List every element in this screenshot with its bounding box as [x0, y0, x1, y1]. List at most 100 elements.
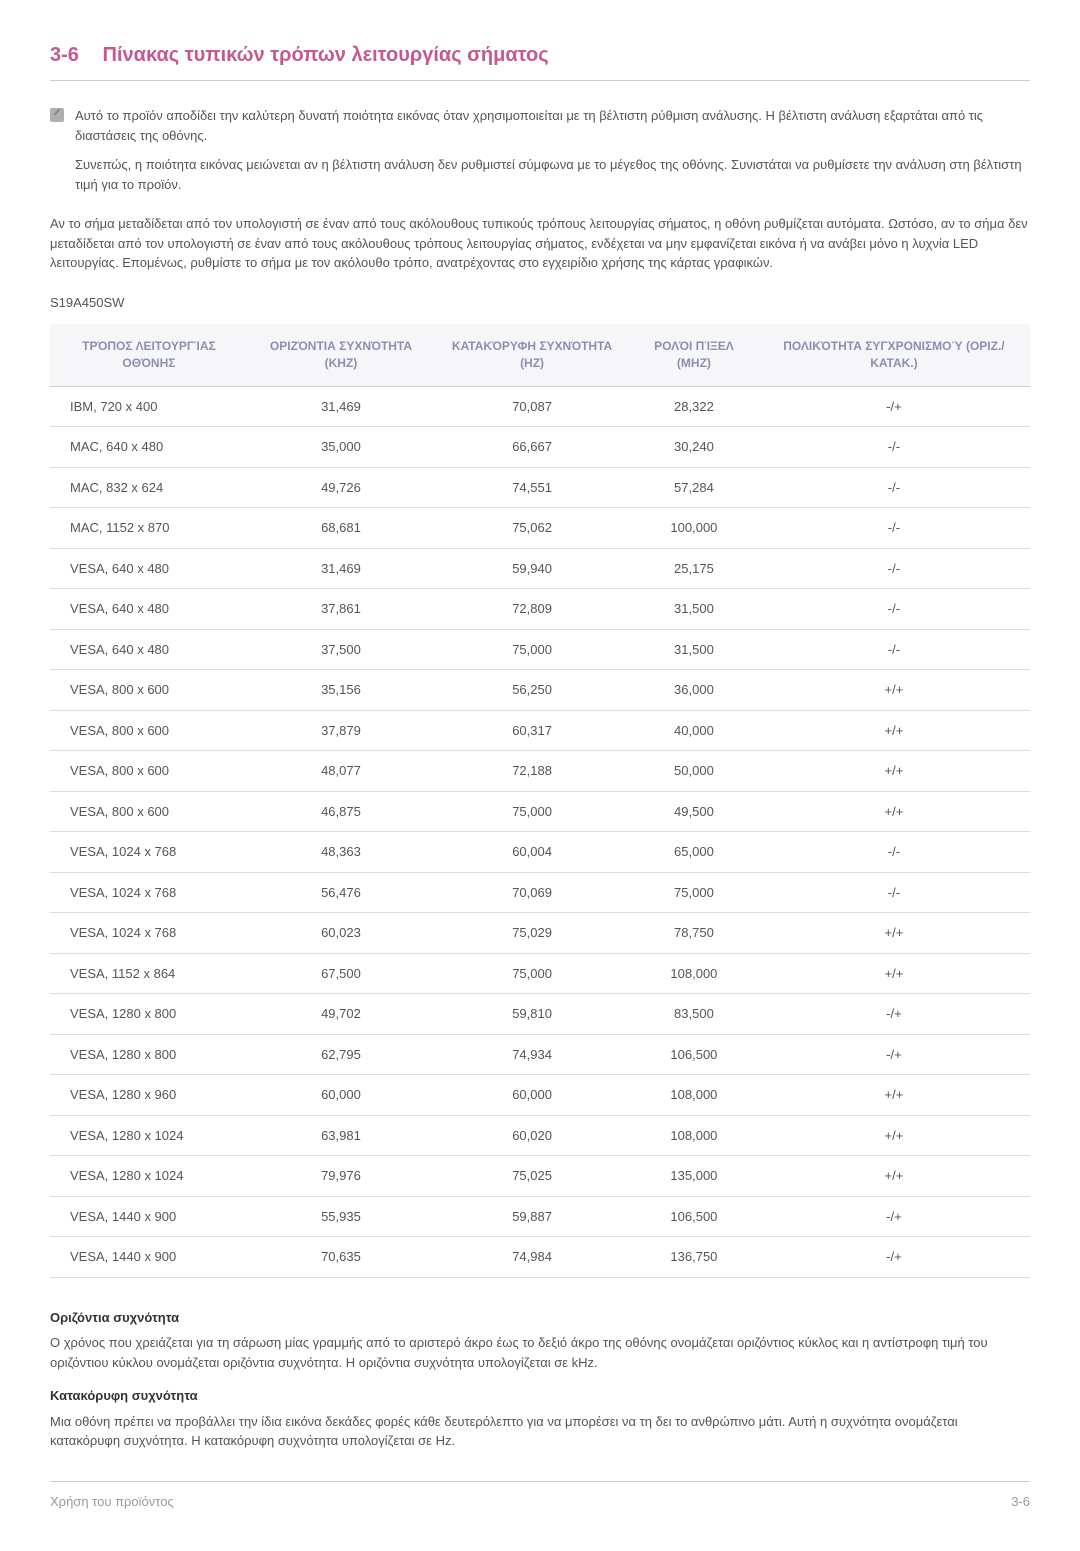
- table-cell: 74,984: [434, 1237, 630, 1278]
- table-cell: 28,322: [630, 386, 758, 427]
- table-cell: 70,087: [434, 386, 630, 427]
- table-cell: 31,469: [248, 548, 434, 589]
- table-cell: VESA, 1280 x 800: [50, 994, 248, 1035]
- table-cell: VESA, 1152 x 864: [50, 953, 248, 994]
- table-row: VESA, 640 x 48037,86172,80931,500-/-: [50, 589, 1030, 630]
- table-cell: VESA, 1280 x 1024: [50, 1115, 248, 1156]
- table-cell: 100,000: [630, 508, 758, 549]
- table-row: VESA, 1152 x 86467,50075,000108,000+/+: [50, 953, 1030, 994]
- table-cell: 31,469: [248, 386, 434, 427]
- table-cell: +/+: [758, 710, 1030, 751]
- table-cell: 60,023: [248, 913, 434, 954]
- table-cell: -/+: [758, 1196, 1030, 1237]
- table-cell: 70,635: [248, 1237, 434, 1278]
- table-cell: 106,500: [630, 1196, 758, 1237]
- table-cell: 56,250: [434, 670, 630, 711]
- table-cell: 63,981: [248, 1115, 434, 1156]
- table-cell: +/+: [758, 953, 1030, 994]
- def-vert-title: Κατακόρυφη συχνότητα: [50, 1386, 1030, 1406]
- table-cell: 66,667: [434, 427, 630, 468]
- table-cell: VESA, 1024 x 768: [50, 913, 248, 954]
- table-row: VESA, 1024 x 76856,47670,06975,000-/-: [50, 872, 1030, 913]
- table-cell: +/+: [758, 751, 1030, 792]
- table-cell: 75,000: [630, 872, 758, 913]
- table-cell: 55,935: [248, 1196, 434, 1237]
- note-p2: Συνεπώς, η ποιότητα εικόνας μειώνεται αν…: [75, 155, 1030, 194]
- table-cell: 56,476: [248, 872, 434, 913]
- table-cell: VESA, 640 x 480: [50, 589, 248, 630]
- table-cell: 60,000: [248, 1075, 434, 1116]
- table-cell: VESA, 1024 x 768: [50, 872, 248, 913]
- table-cell: MAC, 640 x 480: [50, 427, 248, 468]
- table-cell: VESA, 1280 x 960: [50, 1075, 248, 1116]
- table-cell: 59,887: [434, 1196, 630, 1237]
- table-cell: 79,976: [248, 1156, 434, 1197]
- table-cell: -/-: [758, 629, 1030, 670]
- table-cell: VESA, 800 x 600: [50, 791, 248, 832]
- table-row: IBM, 720 x 40031,46970,08728,322-/+: [50, 386, 1030, 427]
- note-block: Αυτό το προϊόν αποδίδει την καλύτερη δυν…: [50, 106, 1030, 194]
- table-cell: -/+: [758, 994, 1030, 1035]
- model-label: S19A450SW: [50, 293, 1030, 313]
- table-cell: 60,020: [434, 1115, 630, 1156]
- table-cell: 75,029: [434, 913, 630, 954]
- th-hfreq: ΟΡΙΖΌΝΤΙΑ ΣΥΧΝΌΤΗΤΑ (KHZ): [248, 324, 434, 386]
- footer-left: Χρήση του προϊόντος: [50, 1492, 174, 1512]
- table-cell: +/+: [758, 670, 1030, 711]
- table-cell: 75,000: [434, 791, 630, 832]
- table-cell: 78,750: [630, 913, 758, 954]
- table-row: VESA, 800 x 60048,07772,18850,000+/+: [50, 751, 1030, 792]
- table-row: VESA, 1440 x 90070,63574,984136,750-/+: [50, 1237, 1030, 1278]
- table-cell: IBM, 720 x 400: [50, 386, 248, 427]
- table-cell: 57,284: [630, 467, 758, 508]
- table-cell: VESA, 1280 x 800: [50, 1034, 248, 1075]
- section-number: 3-6: [50, 40, 79, 70]
- table-cell: VESA, 1440 x 900: [50, 1237, 248, 1278]
- table-cell: 48,363: [248, 832, 434, 873]
- table-cell: VESA, 640 x 480: [50, 629, 248, 670]
- table-row: VESA, 640 x 48037,50075,00031,500-/-: [50, 629, 1030, 670]
- table-row: VESA, 800 x 60037,87960,31740,000+/+: [50, 710, 1030, 751]
- table-cell: 50,000: [630, 751, 758, 792]
- table-cell: 62,795: [248, 1034, 434, 1075]
- table-row: VESA, 1280 x 96060,00060,000108,000+/+: [50, 1075, 1030, 1116]
- table-row: MAC, 640 x 48035,00066,66730,240-/-: [50, 427, 1030, 468]
- table-cell: VESA, 1024 x 768: [50, 832, 248, 873]
- th-polarity: ΠΟΛΙΚΌΤΗΤΑ ΣΥΓΧΡΟΝΙΣΜΟΎ (ΟΡΙΖ./ΚΑΤΑΚ.): [758, 324, 1030, 386]
- table-cell: -/-: [758, 427, 1030, 468]
- note-text: Αυτό το προϊόν αποδίδει την καλύτερη δυν…: [75, 106, 1030, 194]
- table-cell: 67,500: [248, 953, 434, 994]
- table-cell: 60,000: [434, 1075, 630, 1116]
- table-cell: -/-: [758, 548, 1030, 589]
- signal-mode-table: ΤΡΌΠΟΣ ΛΕΙΤΟΥΡΓΊΑΣ ΟΘΌΝΗΣ ΟΡΙΖΌΝΤΙΑ ΣΥΧΝ…: [50, 324, 1030, 1278]
- table-cell: 70,069: [434, 872, 630, 913]
- th-pixelclock: ΡΟΛΌΙ ΠΊΞΕΛ (MHZ): [630, 324, 758, 386]
- table-cell: 74,551: [434, 467, 630, 508]
- table-row: VESA, 1440 x 90055,93559,887106,500-/+: [50, 1196, 1030, 1237]
- table-cell: +/+: [758, 791, 1030, 832]
- table-cell: 72,188: [434, 751, 630, 792]
- table-cell: -/-: [758, 872, 1030, 913]
- table-cell: VESA, 1440 x 900: [50, 1196, 248, 1237]
- table-cell: -/+: [758, 1237, 1030, 1278]
- body-paragraph: Αν το σήμα μεταδίδεται από τον υπολογιστ…: [50, 214, 1030, 273]
- th-vfreq: ΚΑΤΑΚΌΡΥΦΗ ΣΥΧΝΌΤΗΤΑ (HZ): [434, 324, 630, 386]
- note-icon: [50, 108, 64, 122]
- table-cell: 31,500: [630, 629, 758, 670]
- table-cell: VESA, 640 x 480: [50, 548, 248, 589]
- table-cell: -/+: [758, 1034, 1030, 1075]
- table-cell: 68,681: [248, 508, 434, 549]
- table-cell: 49,500: [630, 791, 758, 832]
- table-row: VESA, 1280 x 102479,97675,025135,000+/+: [50, 1156, 1030, 1197]
- table-row: VESA, 800 x 60046,87575,00049,500+/+: [50, 791, 1030, 832]
- table-cell: 35,000: [248, 427, 434, 468]
- table-row: VESA, 1280 x 80062,79574,934106,500-/+: [50, 1034, 1030, 1075]
- table-row: MAC, 832 x 62449,72674,55157,284-/-: [50, 467, 1030, 508]
- table-cell: 72,809: [434, 589, 630, 630]
- table-cell: 25,175: [630, 548, 758, 589]
- table-cell: 36,000: [630, 670, 758, 711]
- table-cell: 135,000: [630, 1156, 758, 1197]
- section-header: 3-6 Πίνακας τυπικών τρόπων λειτουργίας σ…: [50, 40, 1030, 81]
- table-cell: 75,000: [434, 953, 630, 994]
- table-header-row: ΤΡΌΠΟΣ ΛΕΙΤΟΥΡΓΊΑΣ ΟΘΌΝΗΣ ΟΡΙΖΌΝΤΙΑ ΣΥΧΝ…: [50, 324, 1030, 386]
